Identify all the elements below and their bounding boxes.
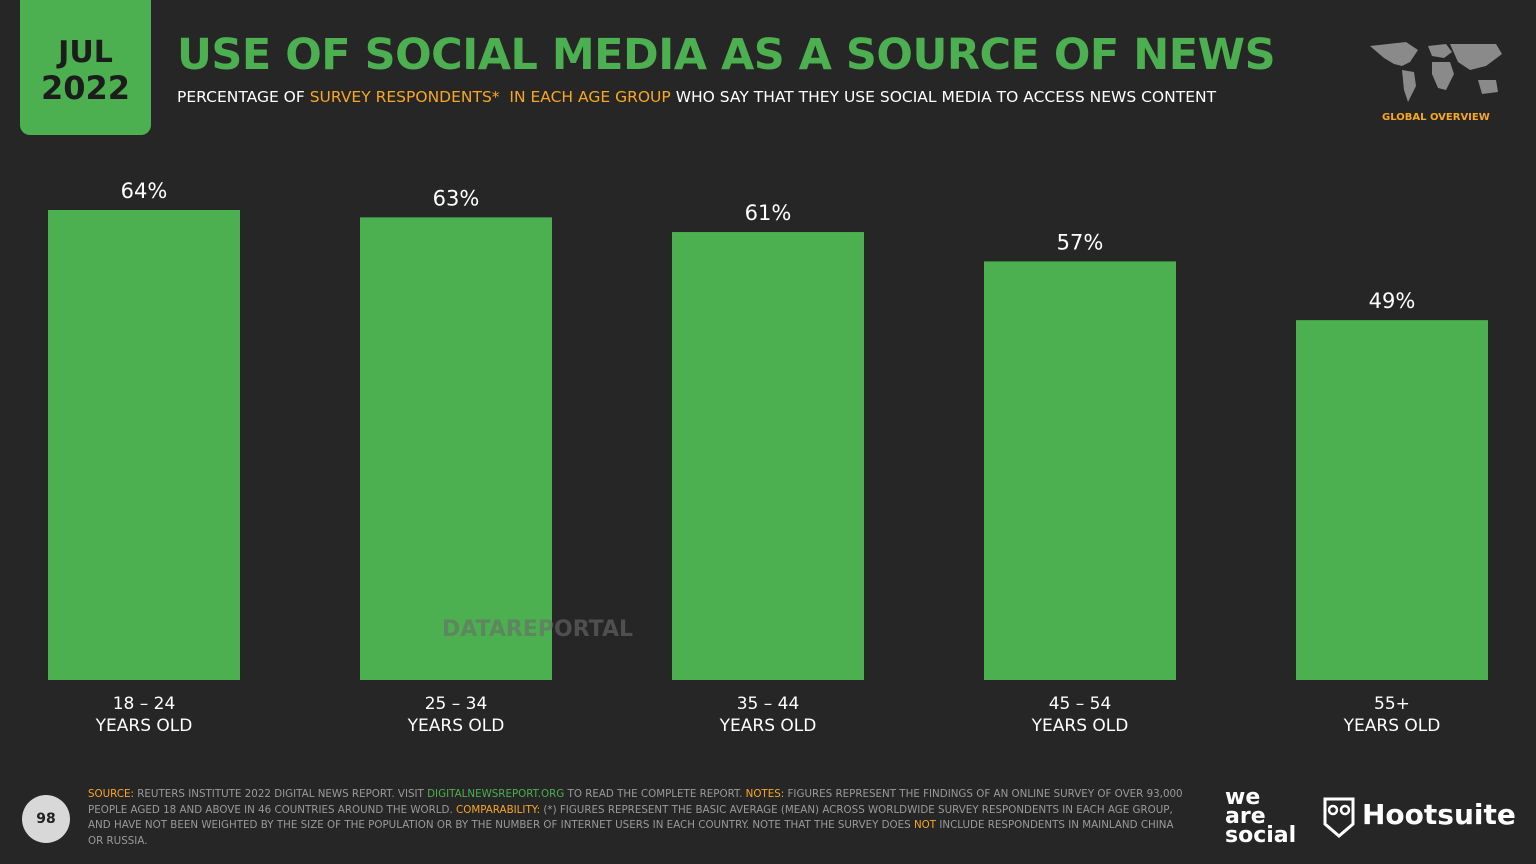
footer-part: DIGITALNEWSREPORT.ORG: [427, 788, 565, 800]
value-label: 49%: [1369, 289, 1416, 313]
value-label: 63%: [433, 186, 480, 210]
value-label: 64%: [121, 179, 168, 203]
footer-part: COMPARABILITY:: [456, 803, 541, 816]
subtitle-part: WHO SAY THAT THEY USE SOCIAL MEDIA TO AC…: [670, 88, 1217, 106]
footer-part: FIGURES REPRESENT THE FINDINGS OF AN ONL…: [88, 788, 1186, 816]
world-map-icon: [1370, 42, 1502, 102]
year: 2022: [40, 69, 131, 107]
subtitle-part: PERCENTAGE OF: [177, 88, 310, 106]
footer-part: SOURCE:: [88, 788, 134, 800]
x-tick-label: 45 – 54: [1049, 694, 1112, 714]
bar: [984, 261, 1176, 680]
footer-part: REUTERS INSTITUTE 2022 DIGITAL NEWS REPO…: [133, 788, 428, 800]
value-label: 57%: [1057, 230, 1104, 254]
wearesocial-logo: we are social: [1225, 785, 1297, 848]
footer-notes: SOURCE: REUTERS INSTITUTE 2022 DIGITAL N…: [88, 787, 1188, 849]
logo-text: we: [1225, 785, 1261, 810]
value-label: 61%: [745, 201, 792, 225]
section-label: GLOBAL OVERVIEW: [1382, 112, 1490, 123]
subtitle-part: SURVEY RESPONDENTS* IN EACH AGE GROUP: [309, 88, 671, 106]
x-tick-label: 55+: [1374, 694, 1410, 714]
logo-text: are: [1225, 804, 1266, 829]
bar: [48, 210, 240, 680]
bar: [360, 217, 552, 680]
x-tick-label: YEARS OLD: [1031, 716, 1129, 736]
date-badge: JUL 2022: [20, 0, 151, 135]
footer-part: NOTES:: [745, 788, 785, 800]
page-number: 98: [22, 795, 70, 843]
hootsuite-owl: [1323, 797, 1355, 838]
footer-part: NOT: [913, 819, 937, 831]
x-tick-label: YEARS OLD: [719, 716, 817, 736]
x-tick-label: YEARS OLD: [1343, 716, 1441, 736]
footer-part: INCLUDE RESPONDENTS IN MAINLAND CHINA OR…: [88, 819, 1177, 847]
month: JUL: [58, 35, 113, 70]
logo-text: social: [1225, 823, 1297, 848]
bar: [672, 232, 864, 680]
chart-title: USE OF SOCIAL MEDIA AS A SOURCE OF NEWS: [177, 30, 1276, 80]
subtitle: PERCENTAGE OF SURVEY RESPONDENTS* IN EAC…: [177, 88, 1216, 106]
x-tick-label: YEARS OLD: [407, 716, 505, 736]
x-tick-label: 25 – 34: [425, 694, 488, 714]
hootsuite-logo: Hootsuite: [1362, 798, 1516, 831]
watermark: DATAREPORTAL: [442, 617, 633, 642]
footer-part: (*) FIGURES REPRESENT THE BASIC AVERAGE …: [88, 803, 1177, 832]
x-tick-label: 18 – 24: [113, 694, 176, 714]
footer-part: TO READ THE COMPLETE REPORT.: [564, 788, 746, 800]
bar: [1296, 320, 1488, 680]
x-tick-label: 35 – 44: [737, 694, 800, 714]
x-tick-label: YEARS OLD: [95, 716, 193, 736]
